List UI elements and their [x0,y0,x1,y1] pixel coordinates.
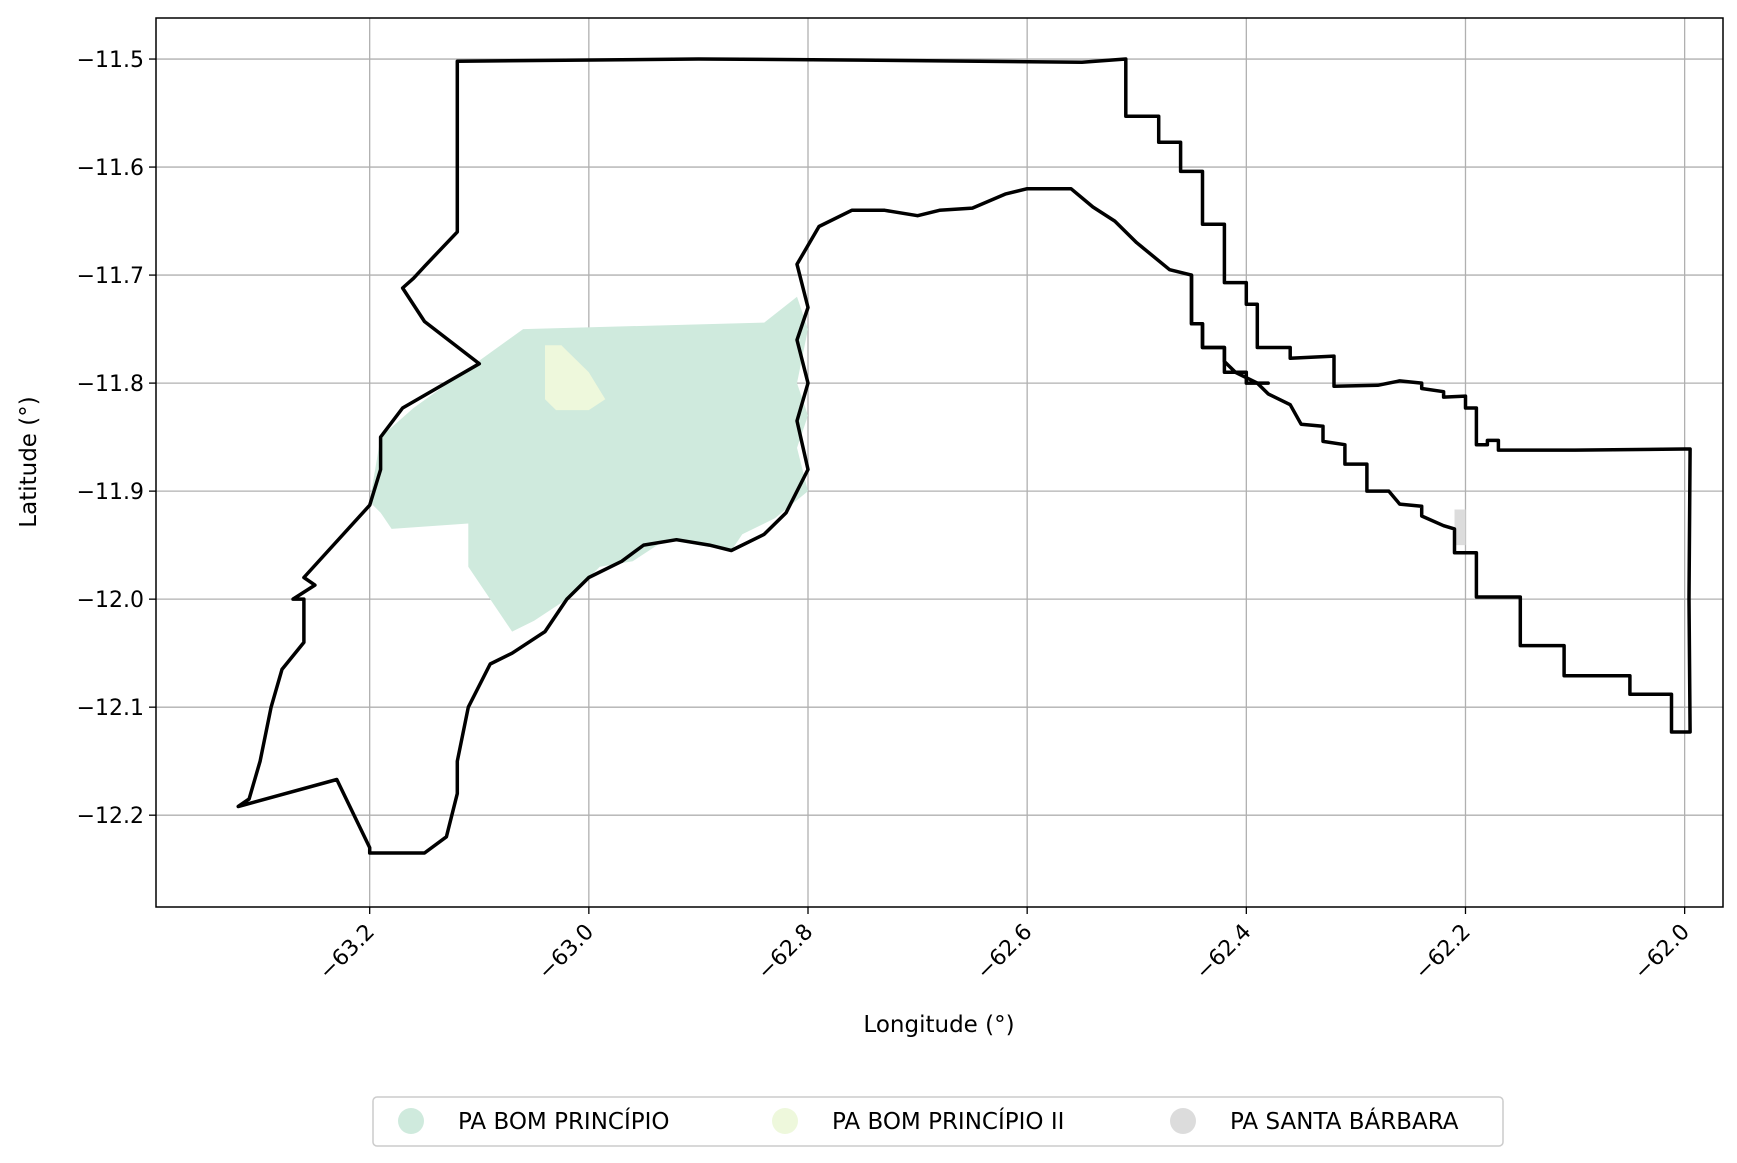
x-axis-label: Longitude (°) [863,1012,1014,1038]
plot-frame [155,17,1724,908]
y-tick-label-1: −11.6 [77,156,144,181]
y-tick-label-5: −12.0 [77,588,144,613]
y-axis-label: Latitude (°) [16,396,42,527]
legend-marker-pa-bom-princ-pio-ii [772,1108,798,1134]
y-tick-label-4: −11.9 [77,480,144,505]
y-tick-label-6: −12.1 [77,696,144,721]
grid [156,18,1723,907]
area-pa-santa-b-rbara [1454,509,1466,546]
area-pa-bom-princ-pio-ii [545,345,606,411]
y-tick-label-3: −11.8 [77,372,144,397]
legend-label-pa-bom-princ-pio: PA BOM PRINCÍPIO [458,1107,670,1135]
y-tick-label-7: −12.2 [77,804,144,829]
legend-frame [372,1096,1504,1147]
municipality-boundaries [236,57,1692,855]
legend-label-pa-santa-b-rbara: PA SANTA BÁRBARA [1230,1107,1459,1135]
area-pa-bom-princ-pio [369,296,808,632]
settlement-areas [369,296,1466,632]
legend-label-pa-bom-princ-pio-ii: PA BOM PRINCÍPIO II [832,1107,1064,1135]
boundary-inner-stair [1189,273,1270,385]
legend-marker-pa-santa-b-rbara [1170,1108,1196,1134]
legend-marker-pa-bom-princ-pio [398,1108,424,1134]
y-axis-ticks: −11.5 −11.6 −11.7 −11.8 −11.9 −12.0 −12.1 −12.2 [77,48,156,829]
legend: PA BOM PRINCÍPIO PA BOM PRINCÍPIO II PA SA… [372,1096,1504,1147]
y-tick-label-2: −11.7 [77,264,144,289]
y-tick-label-0: −11.5 [77,48,144,73]
